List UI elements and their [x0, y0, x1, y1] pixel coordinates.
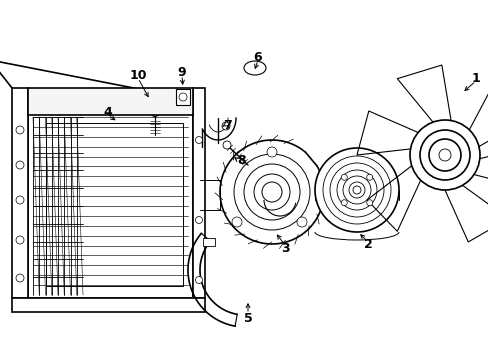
Text: 5: 5 — [243, 311, 252, 324]
Circle shape — [195, 276, 202, 284]
Ellipse shape — [244, 61, 265, 75]
Circle shape — [179, 93, 186, 101]
Text: 7: 7 — [223, 118, 232, 131]
Circle shape — [266, 147, 276, 157]
Bar — [12, 88, 28, 298]
Bar — [12, 298, 204, 312]
Circle shape — [341, 200, 346, 206]
Text: 8: 8 — [237, 153, 246, 166]
Circle shape — [296, 217, 306, 227]
Bar — [46, 123, 183, 286]
Circle shape — [16, 236, 24, 244]
Text: 2: 2 — [363, 239, 372, 252]
Circle shape — [419, 130, 469, 180]
Circle shape — [314, 148, 398, 232]
Circle shape — [195, 216, 202, 224]
Text: 6: 6 — [253, 50, 262, 63]
Circle shape — [223, 141, 230, 149]
Circle shape — [16, 274, 24, 282]
Circle shape — [409, 120, 479, 190]
Text: 3: 3 — [280, 242, 289, 255]
Bar — [193, 88, 204, 298]
Text: 1: 1 — [470, 72, 479, 85]
Circle shape — [341, 174, 346, 180]
Bar — [202, 238, 214, 246]
Circle shape — [16, 196, 24, 204]
Circle shape — [366, 200, 372, 206]
Text: 9: 9 — [177, 66, 186, 78]
Circle shape — [16, 126, 24, 134]
Circle shape — [231, 217, 242, 227]
Bar — [28, 112, 193, 298]
Circle shape — [366, 174, 372, 180]
Bar — [176, 89, 190, 105]
Text: 4: 4 — [103, 105, 112, 118]
Circle shape — [352, 186, 360, 194]
Circle shape — [16, 161, 24, 169]
Bar — [28, 88, 193, 115]
Text: 10: 10 — [129, 68, 146, 81]
Circle shape — [438, 149, 450, 161]
Circle shape — [428, 139, 460, 171]
Circle shape — [195, 136, 202, 144]
Circle shape — [222, 122, 229, 130]
